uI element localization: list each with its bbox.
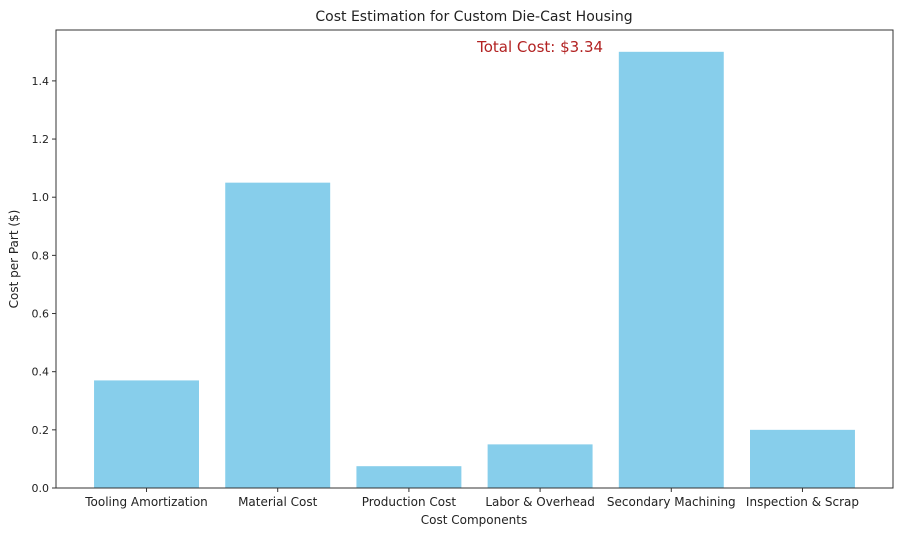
bar: [750, 429, 855, 488]
y-tick-label: 0.8: [32, 249, 50, 262]
y-tick-label: 0.4: [32, 366, 50, 379]
x-tick-label: Tooling Amortization: [84, 495, 208, 509]
y-tick-label: 0.2: [32, 424, 50, 437]
bar: [618, 51, 724, 489]
y-tick-label: 1.0: [32, 191, 50, 204]
x-tick-label: Labor & Overhead: [485, 495, 595, 509]
x-tick-label: Production Cost: [362, 495, 457, 509]
bar: [225, 182, 331, 488]
bar: [94, 380, 199, 488]
x-tick-label: Material Cost: [238, 495, 318, 509]
y-tick-label: 0.6: [32, 308, 50, 321]
x-tick-label: Secondary Machining: [607, 495, 736, 509]
bar: [356, 466, 462, 488]
plot-frame: [55, 29, 894, 489]
y-tick-label: 0.0: [32, 482, 50, 495]
chart-title: Cost Estimation for Custom Die-Cast Hous…: [315, 9, 632, 25]
y-tick-label: 1.2: [32, 133, 50, 146]
y-tick-label: 1.4: [32, 75, 50, 88]
bar: [487, 444, 593, 488]
x-axis-label: Cost Components: [421, 513, 527, 527]
y-axis-label: Cost per Part ($): [7, 210, 21, 309]
x-tick-label: Inspection & Scrap: [746, 495, 859, 509]
total-cost-annotation: Total Cost: $3.34: [476, 38, 603, 56]
